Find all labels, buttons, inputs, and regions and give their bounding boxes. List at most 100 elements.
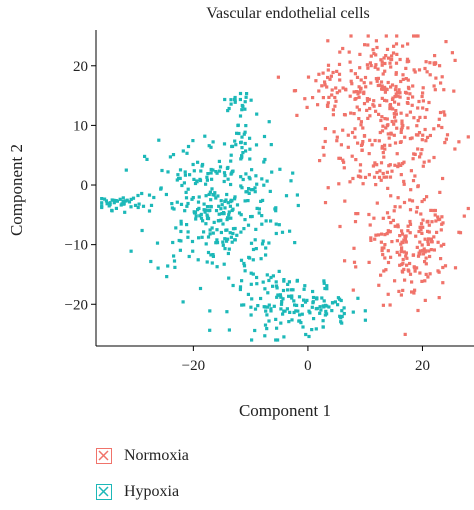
data-point-hypoxia	[226, 201, 230, 205]
data-point-hypoxia	[226, 237, 230, 241]
data-point-hypoxia	[263, 157, 267, 162]
data-point-hypoxia	[322, 279, 326, 283]
data-point-hypoxia	[241, 177, 245, 182]
data-point-hypoxia	[207, 144, 211, 148]
data-point-hypoxia	[239, 184, 243, 188]
data-point-normoxia	[399, 79, 403, 84]
data-point-normoxia	[397, 88, 401, 92]
data-point-normoxia	[397, 162, 401, 166]
data-point-normoxia	[432, 84, 436, 88]
data-point-normoxia	[427, 237, 431, 241]
data-point-hypoxia	[247, 191, 251, 195]
data-point-hypoxia	[115, 199, 119, 203]
data-point-hypoxia	[254, 174, 258, 178]
data-point-hypoxia	[271, 284, 275, 288]
data-point-hypoxia	[256, 304, 260, 308]
data-point-normoxia	[335, 139, 339, 143]
data-point-hypoxia	[181, 300, 185, 304]
data-point-normoxia	[354, 212, 358, 216]
data-point-normoxia	[405, 60, 409, 64]
data-point-hypoxia	[233, 97, 237, 101]
data-point-normoxia	[421, 106, 425, 110]
data-point-normoxia	[403, 135, 407, 139]
data-point-normoxia	[438, 110, 443, 115]
data-point-normoxia	[410, 103, 414, 107]
data-point-normoxia	[443, 264, 448, 268]
data-point-hypoxia	[176, 173, 180, 177]
data-point-hypoxia	[314, 327, 318, 331]
data-point-hypoxia	[185, 151, 189, 155]
data-point-normoxia	[413, 266, 417, 270]
data-point-hypoxia	[269, 219, 273, 223]
data-point-hypoxia	[288, 310, 292, 314]
data-point-normoxia	[423, 66, 427, 71]
data-point-hypoxia	[216, 194, 220, 198]
data-point-normoxia	[404, 240, 408, 244]
data-point-normoxia	[396, 94, 400, 98]
data-point-normoxia	[358, 163, 363, 167]
data-point-hypoxia	[235, 131, 239, 135]
data-point-normoxia	[322, 153, 326, 157]
data-point-hypoxia	[265, 313, 269, 317]
data-point-normoxia	[356, 92, 360, 96]
data-point-hypoxia	[208, 190, 212, 194]
ticks: −20 0 20 −20 −10 0 10 20	[65, 59, 430, 374]
data-point-normoxia	[371, 48, 375, 52]
data-point-hypoxia	[229, 159, 233, 163]
data-point-normoxia	[306, 75, 311, 79]
data-point-hypoxia	[300, 304, 304, 308]
data-point-hypoxia	[206, 172, 210, 176]
data-point-normoxia	[399, 130, 403, 134]
data-point-normoxia	[422, 160, 426, 164]
data-point-hypoxia	[240, 146, 244, 150]
data-point-normoxia	[388, 303, 392, 307]
data-point-normoxia	[353, 220, 358, 224]
data-point-normoxia	[424, 60, 428, 64]
data-point-normoxia	[326, 186, 330, 190]
data-point-normoxia	[383, 143, 387, 147]
data-point-normoxia	[350, 130, 355, 135]
data-point-hypoxia	[192, 169, 196, 173]
data-point-normoxia	[428, 254, 432, 259]
data-point-hypoxia	[214, 196, 218, 200]
data-point-normoxia	[404, 234, 408, 238]
data-point-normoxia	[393, 224, 397, 228]
data-point-hypoxia	[322, 299, 326, 303]
data-point-hypoxia	[321, 325, 325, 329]
data-point-normoxia	[402, 250, 406, 254]
data-point-normoxia	[386, 260, 391, 265]
data-point-normoxia	[375, 45, 379, 50]
data-point-normoxia	[395, 34, 399, 38]
data-point-hypoxia	[208, 208, 212, 212]
data-point-hypoxia	[179, 229, 183, 234]
data-point-hypoxia	[287, 280, 291, 284]
data-point-normoxia	[380, 246, 384, 250]
data-point-hypoxia	[277, 269, 281, 273]
data-point-normoxia	[368, 114, 372, 118]
data-point-hypoxia	[121, 199, 125, 204]
data-point-normoxia	[437, 296, 441, 300]
data-point-normoxia	[462, 214, 466, 218]
data-point-normoxia	[400, 126, 404, 130]
data-point-normoxia	[381, 303, 385, 307]
data-point-hypoxia	[280, 300, 284, 304]
data-point-normoxia	[433, 213, 437, 217]
data-point-normoxia	[418, 240, 422, 244]
data-point-normoxia	[378, 130, 382, 135]
data-point-normoxia	[326, 101, 330, 105]
data-point-hypoxia	[307, 309, 311, 313]
data-point-hypoxia	[112, 201, 116, 205]
data-point-hypoxia	[229, 153, 233, 157]
data-point-hypoxia	[183, 209, 187, 213]
data-point-hypoxia	[211, 168, 215, 172]
data-point-hypoxia	[129, 249, 133, 253]
data-point-normoxia	[331, 113, 335, 117]
data-point-hypoxia	[293, 303, 297, 307]
data-point-normoxia	[418, 155, 422, 159]
data-point-normoxia	[295, 113, 299, 117]
data-point-normoxia	[366, 43, 370, 47]
data-point-normoxia	[402, 182, 406, 186]
data-point-hypoxia	[333, 300, 337, 304]
data-point-normoxia	[406, 224, 410, 228]
data-point-normoxia	[433, 54, 437, 58]
